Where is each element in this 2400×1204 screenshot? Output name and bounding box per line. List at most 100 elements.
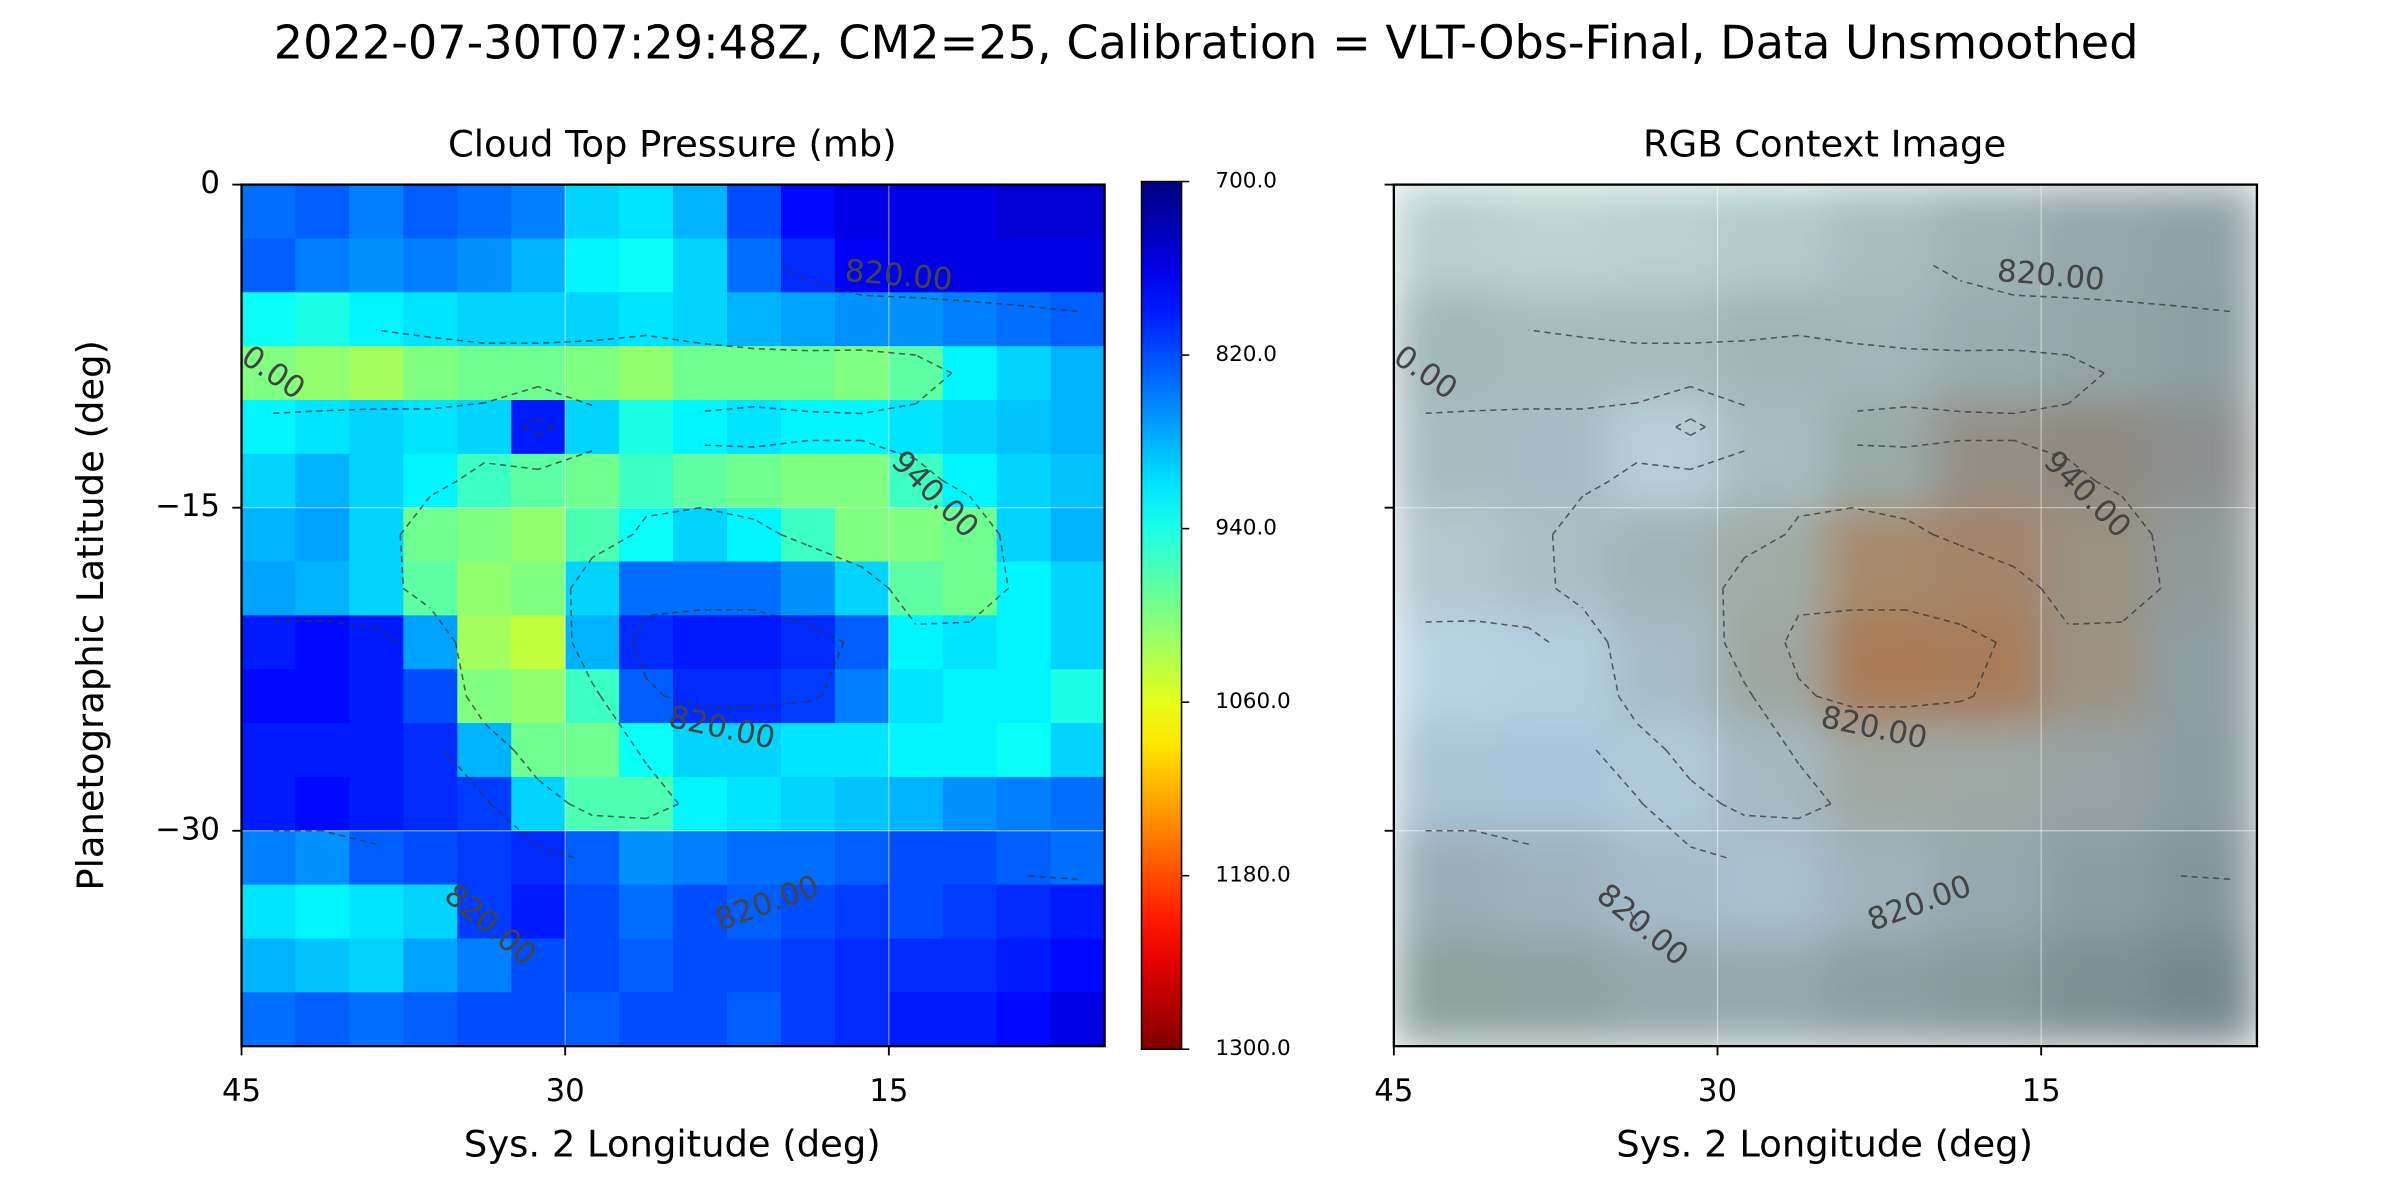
heatmap-cell — [1050, 453, 1105, 509]
heatmap-cell — [295, 884, 351, 940]
heatmap-cell — [996, 776, 1052, 832]
heatmap-cell — [511, 938, 566, 994]
heatmap-cell — [727, 184, 782, 240]
heatmap-cell — [241, 292, 297, 347]
heatmap-cell — [942, 238, 998, 294]
heatmap-cell — [241, 507, 297, 563]
heatmap-cell — [996, 992, 1052, 1047]
rgb-cell — [1825, 400, 1935, 509]
heatmap-cell — [780, 453, 836, 509]
heatmap-cell — [565, 723, 620, 778]
heatmap-cell — [1050, 615, 1105, 670]
rgb-cell — [2041, 292, 2150, 401]
rgb-cell — [2149, 938, 2257, 1047]
heatmap-cell — [295, 346, 351, 401]
heatmap-cell — [942, 184, 998, 240]
heatmap-cell — [996, 184, 1052, 240]
heatmap-cell — [942, 830, 998, 886]
rgb-cell — [1501, 615, 1611, 724]
rgb-cell — [1933, 938, 2042, 1047]
heatmap-cell — [511, 723, 566, 778]
heatmap-cell — [457, 507, 513, 563]
heatmap-cell — [349, 938, 405, 994]
heatmap-cell — [673, 776, 728, 832]
heatmap-cell — [780, 830, 836, 886]
heatmap-cell — [241, 400, 297, 455]
rgb-cell — [2149, 830, 2257, 940]
heatmap-cell — [619, 561, 674, 617]
heatmap-cell — [349, 669, 405, 724]
contour-line — [268, 264, 1078, 926]
heatmap-cell — [996, 669, 1052, 724]
heatmap-cell — [942, 992, 998, 1047]
heatmap-cell — [349, 615, 405, 670]
rgb-cell — [2149, 292, 2257, 401]
y-tick-label: 0 — [200, 165, 220, 201]
heatmap-cell — [295, 723, 351, 778]
heatmap-cell — [834, 669, 890, 724]
heatmap-cell — [565, 669, 620, 724]
heatmap-cell — [349, 238, 405, 294]
heatmap-cell — [619, 776, 674, 832]
heatmap-cell — [1050, 669, 1105, 724]
heatmap-cell — [780, 184, 836, 240]
heatmap-cell — [942, 400, 998, 455]
heatmap-cell — [673, 453, 728, 509]
heatmap-cell — [996, 938, 1052, 994]
heatmap-cell — [511, 992, 566, 1047]
heatmap-cell — [942, 776, 998, 832]
heatmap-cell — [780, 776, 836, 832]
rgb-cell — [1717, 615, 1827, 724]
heatmap-cell — [295, 992, 351, 1047]
rgb-cell — [2041, 400, 2150, 509]
heatmap-cell — [1050, 776, 1105, 832]
heatmap-cell — [996, 507, 1052, 563]
heatmap-cell — [673, 346, 728, 401]
heatmap-cell — [834, 723, 890, 778]
heatmap-cell — [619, 884, 674, 940]
heatmap-cell — [996, 453, 1052, 509]
heatmap-cell — [942, 292, 998, 347]
rgb-cell — [1933, 400, 2042, 509]
heatmap-cell — [673, 238, 728, 294]
heatmap-cell — [565, 346, 620, 401]
heatmap-cell — [349, 346, 405, 401]
heatmap-cell — [727, 669, 782, 724]
heatmap-cell — [241, 669, 297, 724]
heatmap-cell — [511, 669, 566, 724]
heatmap-cell — [996, 884, 1052, 940]
axes: 45 30 15 0 −15 −30 45 30 15 700.0 820.0 940.0 1060.0… — [155, 165, 2259, 1109]
heatmap-cell — [403, 184, 459, 240]
heatmap-cell — [295, 292, 351, 347]
heatmap-cell — [457, 615, 513, 670]
rgb-cell — [1609, 184, 1719, 294]
heatmap-cell — [241, 723, 297, 778]
heatmap-cell — [834, 776, 890, 832]
heatmap-cell — [457, 400, 513, 455]
heatmap-cell — [241, 453, 297, 509]
heatmap-cell — [403, 669, 459, 724]
colorbar-tick-label: 1060.0 — [1215, 689, 1290, 714]
heatmap-cell — [834, 184, 890, 240]
contour-line — [1420, 264, 2231, 926]
heatmap-cell — [727, 453, 782, 509]
contour-line — [1420, 329, 2162, 820]
rgb-cell — [2041, 830, 2150, 940]
heatmap-cell — [241, 938, 297, 994]
heatmap-cell — [1050, 400, 1105, 455]
heatmap-cell — [403, 938, 459, 994]
heatmap-cell — [565, 776, 620, 832]
heatmap-cell — [673, 723, 728, 778]
heatmap-cell — [295, 184, 351, 240]
rgb-cell — [2149, 400, 2257, 509]
rgb-cell — [2041, 615, 2150, 724]
rgb-cell — [1501, 292, 1611, 401]
heatmap-cell — [834, 292, 890, 347]
heatmap-cell — [727, 561, 782, 617]
heatmap-cell — [511, 776, 566, 832]
rgb-cell — [1609, 830, 1719, 940]
heatmap-cell — [727, 830, 782, 886]
rgb-cell — [1609, 723, 1719, 832]
heatmap-cell — [727, 507, 782, 563]
heatmap-cell — [780, 938, 836, 994]
